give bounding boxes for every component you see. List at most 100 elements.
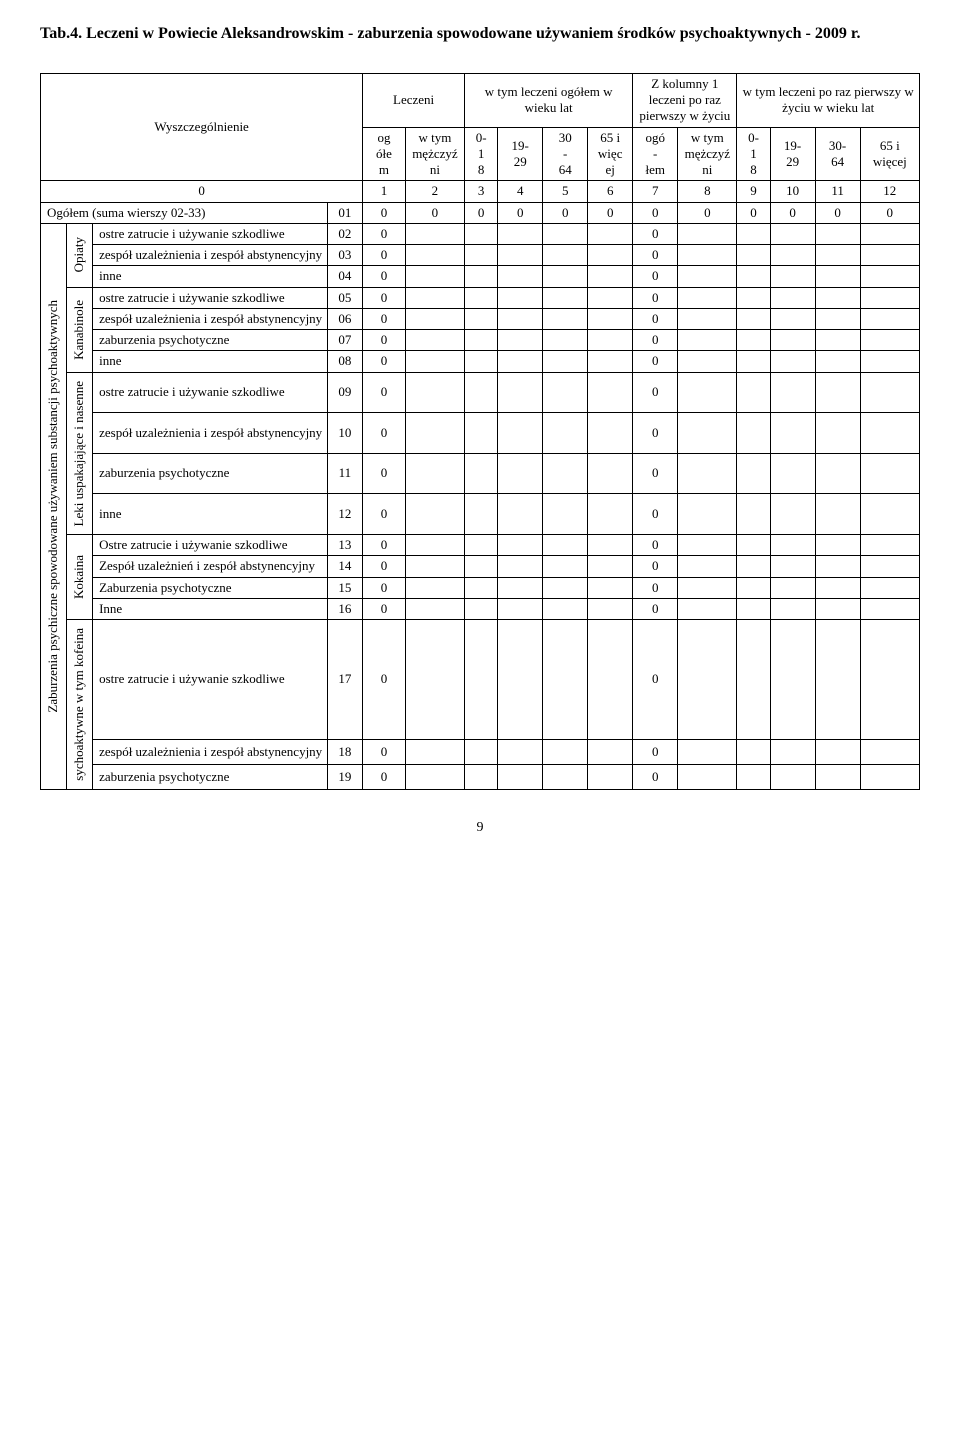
sum-v6: 0 bbox=[633, 202, 678, 223]
r19-v2: 0 bbox=[633, 764, 678, 789]
r16-v1: 0 bbox=[363, 598, 406, 619]
r04-code: 04 bbox=[327, 266, 363, 287]
sum-v11: 0 bbox=[860, 202, 919, 223]
r15-code: 15 bbox=[327, 577, 363, 598]
hdr-018: 0- 1 8 bbox=[465, 127, 498, 181]
r06-code: 06 bbox=[327, 308, 363, 329]
r08-v1: 0 bbox=[363, 351, 406, 372]
row-05: Kanabinole ostre zatrucie i używanie szk… bbox=[41, 287, 920, 308]
idx-6: 6 bbox=[588, 181, 633, 202]
sum-v8: 0 bbox=[737, 202, 770, 223]
row-13: Kokaina Ostre zatrucie i używanie szkodl… bbox=[41, 535, 920, 556]
r11-code: 11 bbox=[327, 453, 363, 494]
r15-label: Zaburzenia psychotyczne bbox=[93, 577, 328, 598]
r18-code: 18 bbox=[327, 740, 363, 765]
vlabel-kofeina: sychoaktywne w tym kofeina bbox=[67, 620, 93, 790]
cell bbox=[543, 223, 588, 244]
r13-v1: 0 bbox=[363, 535, 406, 556]
idx-5: 5 bbox=[543, 181, 588, 202]
r13-v2: 0 bbox=[633, 535, 678, 556]
row-16: Inne 16 0 0 bbox=[41, 598, 920, 619]
r14-label: Zespół uzależnień i zespół abstynencyjny bbox=[93, 556, 328, 577]
vlabel-kanabinole: Kanabinole bbox=[67, 287, 93, 372]
hdr-mezczyzni2: w tym mężczyź ni bbox=[678, 127, 737, 181]
row-03: zespół uzależnienia i zespół abstynencyj… bbox=[41, 245, 920, 266]
table-title: Tab.4. Leczeni w Powiecie Aleksandrowski… bbox=[40, 24, 920, 45]
cell bbox=[498, 223, 543, 244]
r05-code: 05 bbox=[327, 287, 363, 308]
r12-code: 12 bbox=[327, 494, 363, 535]
cell bbox=[405, 223, 464, 244]
r18-v1: 0 bbox=[363, 740, 406, 765]
vlabel-kokaina: Kokaina bbox=[67, 535, 93, 620]
r13-label: Ostre zatrucie i używanie szkodliwe bbox=[93, 535, 328, 556]
r09-label: ostre zatrucie i używanie szkodliwe bbox=[93, 372, 328, 413]
cell bbox=[737, 223, 770, 244]
idx-8: 8 bbox=[678, 181, 737, 202]
r14-v1: 0 bbox=[363, 556, 406, 577]
r03-v2: 0 bbox=[633, 245, 678, 266]
sum-v9: 0 bbox=[770, 202, 815, 223]
r07-label: zaburzenia psychotyczne bbox=[93, 330, 328, 351]
sum-v7: 0 bbox=[678, 202, 737, 223]
sum-label: Ogółem (suma wierszy 02-33) bbox=[41, 202, 328, 223]
hdr-wtym-ogolem: w tym leczeni ogółem w wieku lat bbox=[465, 73, 633, 127]
cell bbox=[465, 223, 498, 244]
row-15: Zaburzenia psychotyczne 15 0 0 bbox=[41, 577, 920, 598]
r14-code: 14 bbox=[327, 556, 363, 577]
hdr-b018: 0- 1 8 bbox=[737, 127, 770, 181]
sum-row: Ogółem (suma wierszy 02-33) 01 0 0 0 0 0… bbox=[41, 202, 920, 223]
idx-12: 12 bbox=[860, 181, 919, 202]
idx-11: 11 bbox=[815, 181, 860, 202]
sum-v2: 0 bbox=[465, 202, 498, 223]
r18-label: zespół uzależnienia i zespół abstynencyj… bbox=[93, 740, 328, 765]
r19-v1: 0 bbox=[363, 764, 406, 789]
hdr-3064: 30 - 64 bbox=[543, 127, 588, 181]
r05-v1: 0 bbox=[363, 287, 406, 308]
row-07: zaburzenia psychotyczne 07 0 0 bbox=[41, 330, 920, 351]
r12-v2: 0 bbox=[633, 494, 678, 535]
idx-2: 2 bbox=[405, 181, 464, 202]
sum-code: 01 bbox=[327, 202, 363, 223]
idx-4: 4 bbox=[498, 181, 543, 202]
sum-v10: 0 bbox=[815, 202, 860, 223]
row-12: inne 12 0 0 bbox=[41, 494, 920, 535]
r16-code: 16 bbox=[327, 598, 363, 619]
vlabel-leki: Leki uspakajające i nasenne bbox=[67, 372, 93, 534]
row-17: sychoaktywne w tym kofeina ostre zatruci… bbox=[41, 620, 920, 740]
header-row-1: Wyszczególnienie Leczeni w tym leczeni o… bbox=[41, 73, 920, 127]
hdr-b65: 65 i więcej bbox=[860, 127, 919, 181]
r05-v2: 0 bbox=[633, 287, 678, 308]
r10-v1: 0 bbox=[363, 413, 406, 454]
cell bbox=[588, 223, 633, 244]
col-index-row: 0 1 2 3 4 5 6 7 8 9 10 11 12 bbox=[41, 181, 920, 202]
r10-v2: 0 bbox=[633, 413, 678, 454]
hdr-wyszczegolnienie: Wyszczególnienie bbox=[41, 73, 363, 181]
idx-7: 7 bbox=[633, 181, 678, 202]
idx-3: 3 bbox=[465, 181, 498, 202]
r04-v1: 0 bbox=[363, 266, 406, 287]
r17-v1: 0 bbox=[363, 620, 406, 740]
cell bbox=[815, 223, 860, 244]
hdr-1929: 19- 29 bbox=[498, 127, 543, 181]
r07-v2: 0 bbox=[633, 330, 678, 351]
hdr-ogolem: og ółe m bbox=[363, 127, 406, 181]
r19-code: 19 bbox=[327, 764, 363, 789]
cell bbox=[770, 223, 815, 244]
r03-code: 03 bbox=[327, 245, 363, 266]
row-02: Zaburzenia psychiczne spowodowane używan… bbox=[41, 223, 920, 244]
idx-9: 9 bbox=[737, 181, 770, 202]
sum-v1: 0 bbox=[405, 202, 464, 223]
hdr-mezczyzni: w tym mężczyź ni bbox=[405, 127, 464, 181]
r07-v1: 0 bbox=[363, 330, 406, 351]
row-18: zespół uzależnienia i zespół abstynencyj… bbox=[41, 740, 920, 765]
idx-10: 10 bbox=[770, 181, 815, 202]
row-09: Leki uspakajające i nasenne ostre zatruc… bbox=[41, 372, 920, 413]
sum-v0: 0 bbox=[363, 202, 406, 223]
r07-code: 07 bbox=[327, 330, 363, 351]
r17-v2: 0 bbox=[633, 620, 678, 740]
r08-v2: 0 bbox=[633, 351, 678, 372]
r03-v1: 0 bbox=[363, 245, 406, 266]
row-14: Zespół uzależnień i zespół abstynencyjny… bbox=[41, 556, 920, 577]
hdr-b1929: 19- 29 bbox=[770, 127, 815, 181]
